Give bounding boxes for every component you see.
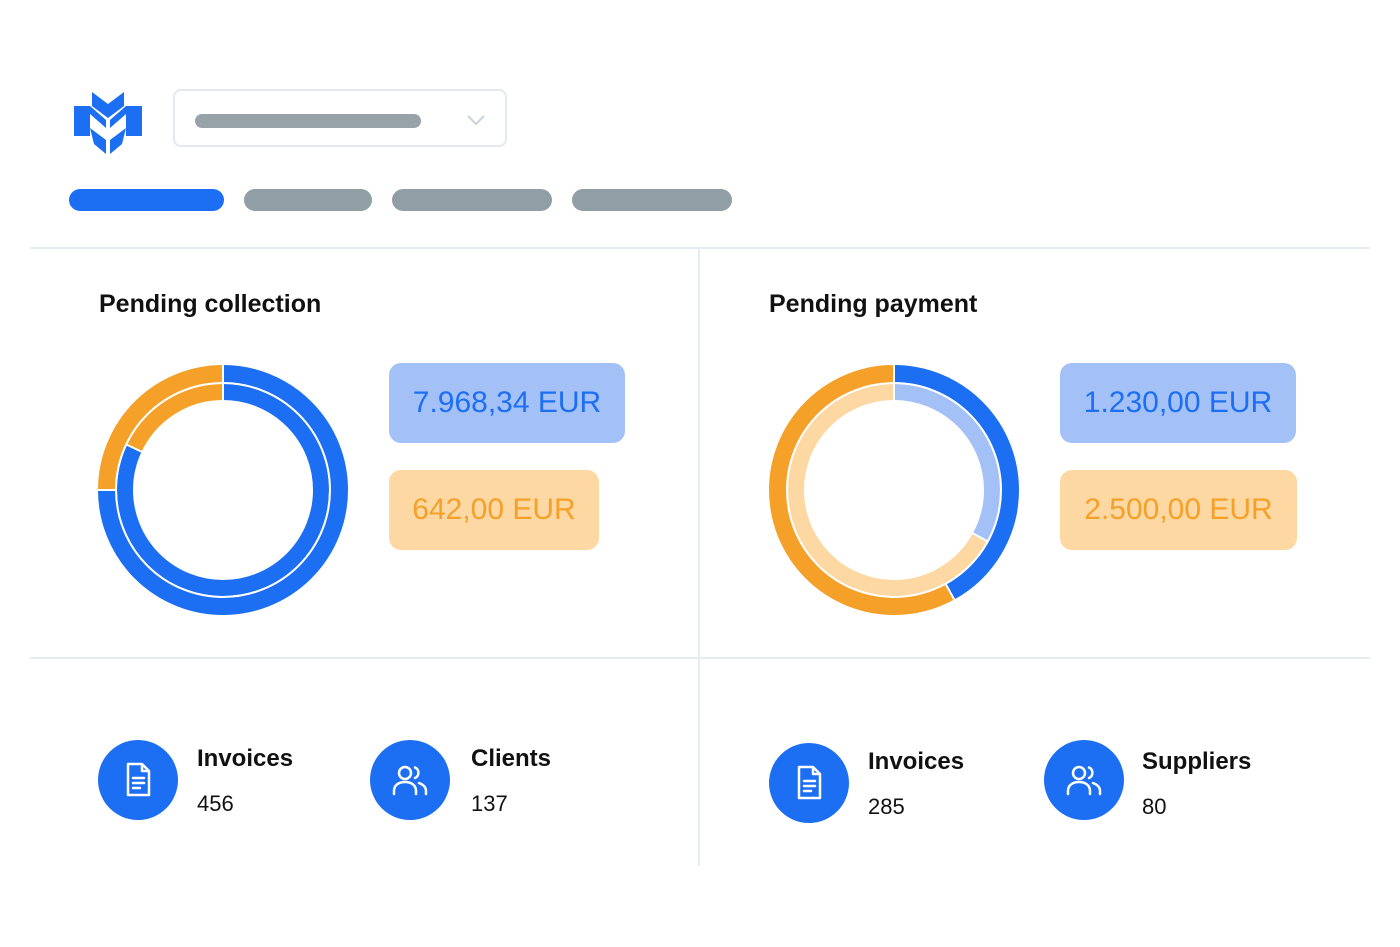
section-divider — [30, 657, 1370, 659]
payment-ring-gap — [786, 382, 1002, 598]
suppliers-stat-button[interactable] — [1044, 740, 1124, 820]
invoices-stat-button[interactable] — [98, 740, 178, 820]
collection-clients-value: 137 — [471, 791, 508, 816]
pending-collection-donut — [97, 364, 348, 615]
account-dropdown[interactable] — [173, 89, 507, 147]
header-divider — [30, 247, 1370, 249]
collection-invoices-label: Invoices — [197, 745, 294, 772]
users-icon — [1066, 765, 1102, 796]
payment-amount-blue: 1.230,00 EUR — [1060, 363, 1296, 443]
collection-amount-orange: 642,00 EUR — [389, 470, 599, 550]
pending-payment-title: Pending payment — [769, 290, 978, 318]
invoices-stat-button[interactable] — [769, 743, 849, 823]
collection-invoices-value: 456 — [197, 791, 234, 816]
dropdown-placeholder — [195, 114, 421, 128]
payment-amount-orange: 2.500,00 EUR — [1060, 470, 1297, 550]
payment-inner-ring-separator-1 — [971, 531, 989, 543]
payment-suppliers-value: 80 — [1142, 794, 1167, 819]
tab-2[interactable] — [244, 189, 372, 211]
tab-3[interactable] — [392, 189, 552, 211]
collection-inner-ring-separator-1 — [125, 443, 143, 454]
payment-suppliers-label: Suppliers — [1142, 748, 1252, 775]
users-icon — [392, 765, 428, 796]
payment-outer-ring-separator-1 — [944, 582, 956, 601]
collection-amount-blue: 7.968,34 EUR — [389, 363, 625, 443]
payment-invoices-value: 285 — [868, 794, 905, 819]
payment-invoices-label: Invoices — [868, 748, 965, 775]
tab-4[interactable] — [572, 189, 732, 211]
collection-clients-label: Clients — [471, 745, 552, 772]
tab-1[interactable] — [69, 189, 224, 211]
pending-collection-title: Pending collection — [99, 290, 322, 318]
chevron-down-icon — [467, 115, 485, 126]
column-divider — [698, 249, 700, 866]
collection-ring-gap — [115, 382, 331, 598]
document-icon — [797, 765, 822, 800]
clients-stat-button[interactable] — [370, 740, 450, 820]
brand-logo-icon[interactable] — [72, 88, 144, 160]
document-icon — [126, 762, 151, 797]
pending-payment-donut — [769, 364, 1019, 615]
